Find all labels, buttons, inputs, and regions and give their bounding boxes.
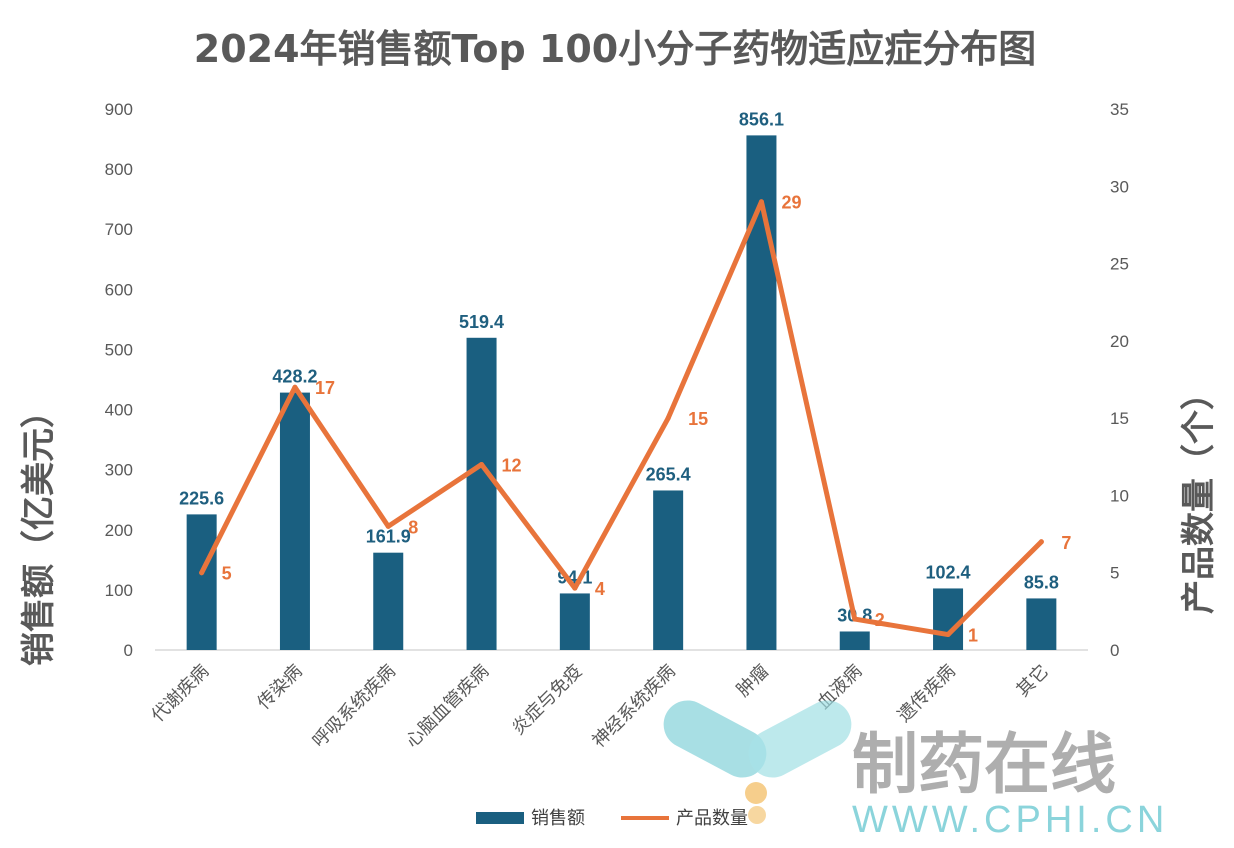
line-data-label: 2 <box>875 610 885 630</box>
line-point-0 <box>199 570 205 576</box>
line-data-label: 12 <box>502 456 522 476</box>
y2-axis-title: 产品数量（个） <box>1179 376 1219 614</box>
line-data-label: 29 <box>781 193 801 213</box>
line-point-1 <box>292 384 298 390</box>
line-point-8 <box>945 632 951 638</box>
y-tick-label: 200 <box>105 521 133 540</box>
y2-tick-label: 20 <box>1110 332 1129 351</box>
watermark-url: WWW.CPHI.CN <box>852 799 1168 841</box>
y2-tick-label: 35 <box>1110 100 1129 119</box>
line-data-label: 8 <box>408 517 418 537</box>
x-category-label: 传染病 <box>253 661 306 714</box>
bar-data-label: 519.4 <box>459 312 504 332</box>
line-point-3 <box>479 462 485 468</box>
y2-tick-label: 15 <box>1110 409 1129 428</box>
line-path <box>199 199 1044 638</box>
capsule-logo-icon <box>663 700 852 824</box>
legend-bar-label: 销售额 <box>531 808 585 829</box>
line-point-7 <box>852 616 858 622</box>
x-category-label: 神经系统疾病 <box>588 661 679 752</box>
bar-series <box>186 135 1057 650</box>
y-tick-label: 600 <box>105 280 133 299</box>
y2-axis-ticks: 0 5 10 15 20 25 30 35 <box>1110 100 1129 660</box>
line-point-4 <box>572 585 578 591</box>
y-tick-label: 700 <box>105 220 133 239</box>
y2-tick-label: 10 <box>1110 486 1129 505</box>
y-tick-label: 400 <box>105 401 133 420</box>
bar-0 <box>186 514 217 650</box>
bar-data-label: 225.6 <box>179 488 224 508</box>
y-tick-label: 500 <box>105 340 133 359</box>
x-category-label: 遗传疾病 <box>894 661 960 727</box>
watermark-text: 制药在线 <box>852 726 1116 803</box>
y2-tick-label: 0 <box>1110 641 1119 660</box>
bar-2 <box>373 552 404 650</box>
x-category-label: 代谢疾病 <box>147 661 213 727</box>
bar-data-label: 85.8 <box>1024 572 1059 592</box>
bar-data-label: 428.2 <box>272 367 317 387</box>
legend-line-label: 产品数量 <box>676 808 748 829</box>
bar-data-label: 856.1 <box>739 109 784 129</box>
line-data-label: 4 <box>595 579 605 599</box>
line-data-label: 1 <box>968 626 978 646</box>
line-point-5 <box>665 415 671 421</box>
line-point-2 <box>385 523 391 529</box>
line-series <box>199 199 1044 638</box>
y-tick-label: 900 <box>105 100 133 119</box>
watermark: 制药在线 WWW.CPHI.CN <box>663 700 1168 841</box>
x-category-label: 肿瘤 <box>733 661 773 701</box>
bar-9 <box>1026 598 1057 650</box>
bar-data-labels: 225.6428.2161.9519.494.1265.4856.130.810… <box>179 109 1059 625</box>
y-tick-label: 800 <box>105 160 133 179</box>
bar-5 <box>653 490 684 650</box>
x-category-label: 炎症与免疫 <box>508 661 586 739</box>
line-data-label: 5 <box>222 564 232 584</box>
y2-tick-label: 30 <box>1110 177 1129 196</box>
bar-3 <box>466 337 497 650</box>
y-axis-title: 销售额（亿美元） <box>19 394 59 666</box>
chart-title: 2024年销售额Top 100小分子药物适应症分布图 <box>194 27 1037 71</box>
x-category-label: 心脑血管疾病 <box>402 661 493 752</box>
line-data-label: 7 <box>1061 533 1071 553</box>
y2-tick-label: 5 <box>1110 564 1119 583</box>
x-category-label: 呼吸系统疾病 <box>309 661 400 752</box>
bar-data-label: 161.9 <box>366 527 411 547</box>
legend: 销售额 产品数量 <box>476 808 748 829</box>
bar-data-label: 265.4 <box>646 464 691 484</box>
line-point-6 <box>758 199 764 205</box>
y-axis-ticks: 0 100 200 300 400 500 600 700 800 900 <box>105 100 133 660</box>
y-tick-label: 100 <box>105 581 133 600</box>
bar-8 <box>933 588 964 650</box>
bar-7 <box>839 631 870 650</box>
x-category-label: 其它 <box>1013 661 1053 701</box>
y-tick-label: 0 <box>124 641 133 660</box>
line-point-9 <box>1038 539 1044 545</box>
y-tick-label: 300 <box>105 461 133 480</box>
bar-data-label: 102.4 <box>926 562 971 582</box>
y2-tick-label: 25 <box>1110 255 1129 274</box>
bar-4 <box>559 593 590 650</box>
line-data-label: 17 <box>315 378 335 398</box>
legend-bar-swatch <box>476 812 524 824</box>
bar-1 <box>279 392 310 650</box>
line-data-label: 15 <box>688 409 708 429</box>
